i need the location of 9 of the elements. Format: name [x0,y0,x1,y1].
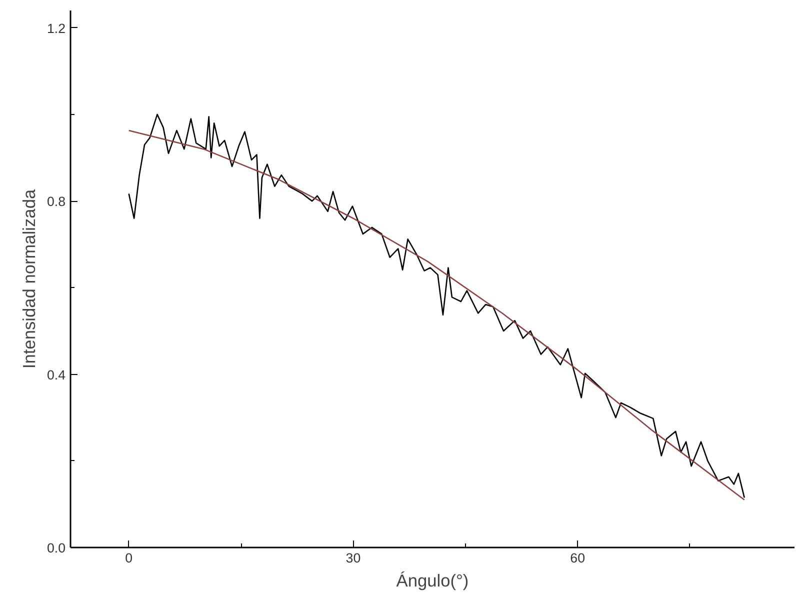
y-tick-label: 1.2 [46,20,66,36]
y-axis-title: Intensidad normalizada [18,189,39,369]
y-tick-label: 0.0 [46,540,66,556]
x-tick-label: 60 [570,550,586,566]
x-tick-label: 30 [346,550,361,566]
x-tick-label: 0 [125,550,133,566]
y-tick-label: 0.8 [46,194,66,210]
y-tick-label: 0.4 [46,367,66,382]
x-axis-title: Ángulo(°) [396,570,469,590]
